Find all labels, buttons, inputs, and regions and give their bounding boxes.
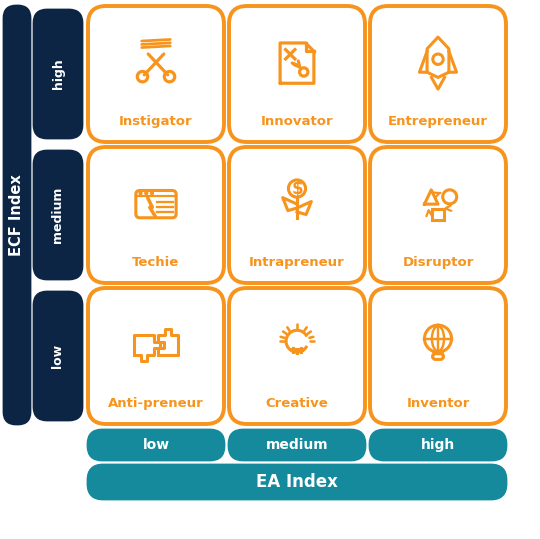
FancyBboxPatch shape bbox=[88, 430, 224, 460]
Text: Instigator: Instigator bbox=[119, 115, 193, 128]
FancyBboxPatch shape bbox=[34, 292, 82, 420]
FancyBboxPatch shape bbox=[229, 430, 365, 460]
Text: medium: medium bbox=[266, 438, 328, 452]
FancyBboxPatch shape bbox=[370, 288, 506, 424]
Circle shape bbox=[151, 192, 153, 195]
Text: low: low bbox=[143, 438, 170, 452]
FancyBboxPatch shape bbox=[88, 147, 224, 283]
Text: Techie: Techie bbox=[132, 256, 180, 269]
FancyBboxPatch shape bbox=[4, 6, 30, 424]
FancyBboxPatch shape bbox=[229, 147, 365, 283]
FancyBboxPatch shape bbox=[370, 6, 506, 142]
Text: high: high bbox=[421, 438, 455, 452]
Text: Innovator: Innovator bbox=[261, 115, 333, 128]
Text: Inventor: Inventor bbox=[406, 397, 470, 410]
Text: low: low bbox=[51, 344, 64, 368]
Text: $: $ bbox=[291, 179, 303, 197]
Text: ECF Index: ECF Index bbox=[10, 174, 24, 256]
FancyBboxPatch shape bbox=[34, 10, 82, 138]
FancyBboxPatch shape bbox=[370, 147, 506, 283]
Text: high: high bbox=[51, 59, 64, 89]
FancyBboxPatch shape bbox=[229, 288, 365, 424]
Circle shape bbox=[139, 192, 142, 195]
Circle shape bbox=[145, 192, 147, 195]
Bar bbox=[433, 209, 444, 220]
Text: medium: medium bbox=[51, 187, 64, 243]
Text: Entrepreneur: Entrepreneur bbox=[388, 115, 488, 128]
Text: Anti-preneur: Anti-preneur bbox=[108, 397, 204, 410]
FancyBboxPatch shape bbox=[88, 465, 506, 499]
FancyBboxPatch shape bbox=[88, 288, 224, 424]
Text: EA Index: EA Index bbox=[256, 473, 338, 491]
Text: Creative: Creative bbox=[266, 397, 328, 410]
FancyBboxPatch shape bbox=[34, 151, 82, 279]
Text: Disruptor: Disruptor bbox=[402, 256, 474, 269]
FancyBboxPatch shape bbox=[229, 6, 365, 142]
FancyBboxPatch shape bbox=[88, 6, 224, 142]
FancyBboxPatch shape bbox=[370, 430, 506, 460]
Text: Intrapreneur: Intrapreneur bbox=[249, 256, 345, 269]
